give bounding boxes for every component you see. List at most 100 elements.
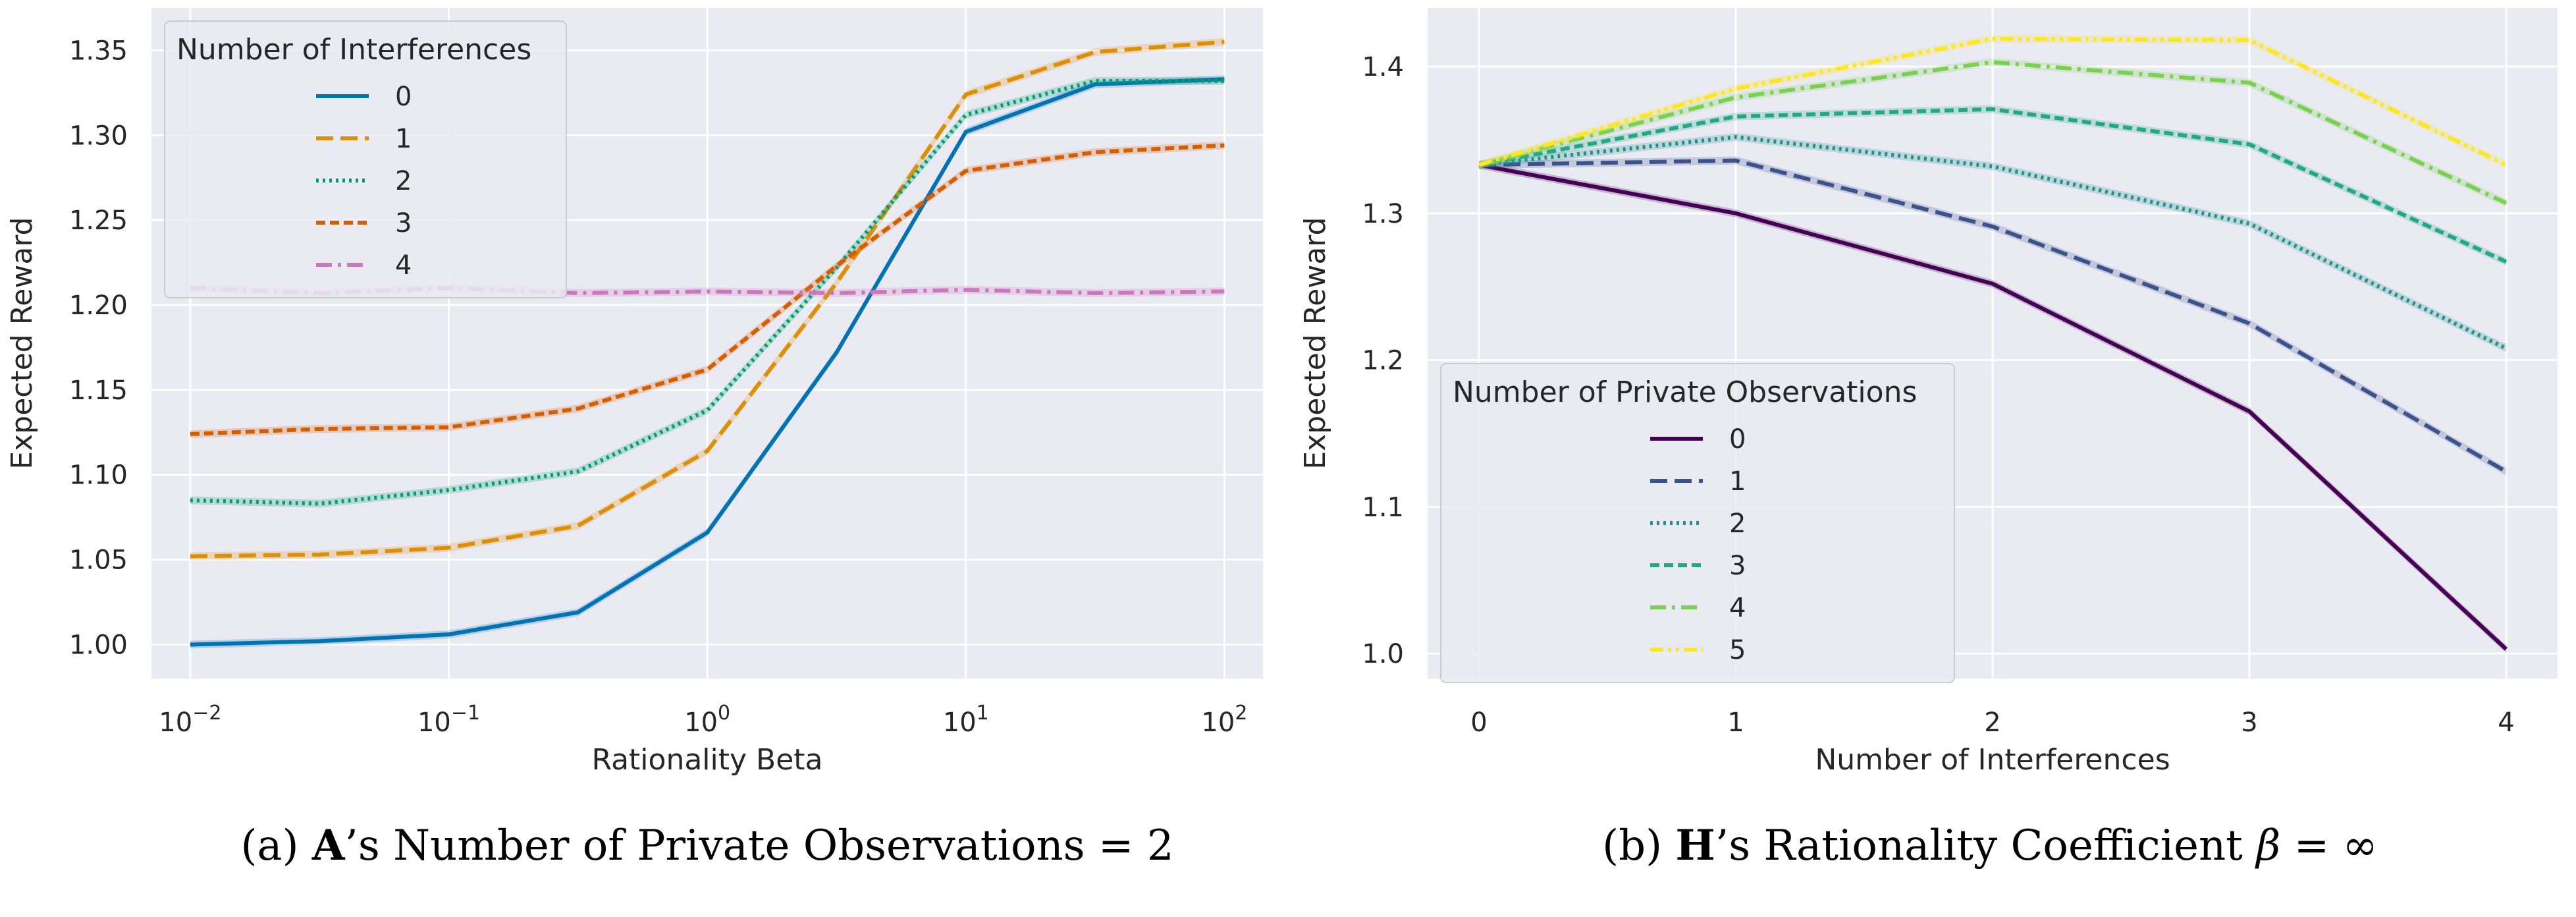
data-point-a-0-0 <box>188 642 192 646</box>
data-point-b-5-4 <box>2504 163 2508 167</box>
y-tick-label-a-5: 1.25 <box>69 206 128 236</box>
y-tick-label-b-3: 1.3 <box>1362 199 1404 229</box>
data-point-b-2-3 <box>2247 221 2251 225</box>
data-point-a-2-3 <box>576 470 580 474</box>
data-point-a-1-0 <box>188 554 192 558</box>
x-tick-label-a-3: 101 <box>943 702 989 738</box>
data-point-b-0-3 <box>2247 410 2251 414</box>
legend-label-a-4: 4 <box>395 250 412 281</box>
data-point-b-4-3 <box>2247 81 2251 85</box>
series-line-a-4 <box>190 286 1225 295</box>
data-point-b-1-3 <box>2247 321 2251 325</box>
x-axis-label-a: Rationality Beta <box>591 743 822 777</box>
caption-text: ’s Number of Private Observations = 2 <box>345 821 1174 870</box>
y-tick-label-a-2: 1.10 <box>69 460 128 491</box>
series-line-a-2 <box>190 78 1225 506</box>
legend-label-b-3: 3 <box>1729 551 1746 581</box>
x-tick-exponent: −2 <box>192 702 221 725</box>
data-point-b-2-2 <box>1991 165 1995 169</box>
data-point-b-0-4 <box>2504 647 2508 651</box>
x-tick-label-b-3: 3 <box>2241 708 2257 738</box>
x-tick-exponent: 1 <box>977 702 989 725</box>
chart-b: 0 1 2 3 4 1.0 1.1 1.2 1.3 1.4 Number of Interferen… <box>1299 8 2558 870</box>
x-tick-label-b-2: 2 <box>1984 708 2000 738</box>
data-point-a-2-7 <box>1093 79 1097 83</box>
caption-prefix: (a) <box>240 821 311 870</box>
x-tick-label-a-0: 10−2 <box>159 702 221 738</box>
data-point-a-1-6 <box>964 92 968 96</box>
data-point-a-4-6 <box>964 288 968 292</box>
data-point-a-4-4 <box>705 289 709 293</box>
series-band-b-4 <box>1479 58 2506 208</box>
data-point-a-4-5 <box>834 291 838 295</box>
data-point-b-2-4 <box>2504 347 2508 350</box>
data-point-b-4-2 <box>1991 60 1995 64</box>
data-point-b-1-2 <box>1991 225 1995 229</box>
series-line-a-1 <box>190 40 1225 559</box>
y-tick-label-b-2: 1.2 <box>1362 346 1404 376</box>
data-point-b-4-4 <box>2504 201 2508 205</box>
series-line-b-4 <box>1478 60 2508 205</box>
data-point-b-5-2 <box>1991 37 1995 41</box>
data-point-a-2-8 <box>1222 79 1226 83</box>
data-point-b-4-1 <box>1734 96 1738 99</box>
series-line-b-5 <box>1478 36 2508 167</box>
y-tick-label-a-7: 1.35 <box>69 36 128 66</box>
x-tick-base: 10 <box>159 708 192 738</box>
legend-label-b-4: 4 <box>1729 593 1746 623</box>
caption-agent: H <box>1675 821 1715 870</box>
x-tick-base: 10 <box>1201 708 1235 738</box>
x-axis-label-b: Number of Interferences <box>1815 743 2170 777</box>
data-point-a-0-3 <box>576 610 580 614</box>
data-point-a-3-1 <box>317 427 321 431</box>
series-band-b-2 <box>1479 133 2506 352</box>
data-point-b-3-2 <box>1991 107 1995 111</box>
data-point-b-0-1 <box>1734 211 1738 215</box>
x-tick-base: 10 <box>684 708 718 738</box>
data-point-a-0-6 <box>964 130 968 134</box>
series-line-b-1 <box>1478 158 2508 474</box>
y-tick-label-a-4: 1.20 <box>69 291 128 321</box>
legend-label-b-2: 2 <box>1729 509 1746 539</box>
y-tick-label-a-6: 1.30 <box>69 121 128 151</box>
data-point-a-1-2 <box>447 546 451 550</box>
data-point-b-0-2 <box>1991 282 1995 286</box>
y-tick-label-b-1: 1.1 <box>1362 492 1404 522</box>
x-tick-exponent: −1 <box>451 702 480 725</box>
legend-box-a <box>164 20 567 298</box>
data-point-a-2-1 <box>317 502 321 506</box>
y-tick-label-b-0: 1.0 <box>1362 639 1404 669</box>
data-point-a-4-8 <box>1222 289 1226 293</box>
data-point-a-1-3 <box>576 524 580 528</box>
chart-a: 10−2 10−1 100 101 1021.001.051.101.151.201.2… <box>5 8 1263 870</box>
legend-label-a-1: 1 <box>395 124 412 154</box>
caption-agent: A <box>311 821 346 870</box>
y-tick-label-a-3: 1.15 <box>69 375 128 406</box>
data-point-a-0-1 <box>317 639 321 643</box>
data-point-a-1-5 <box>834 281 838 285</box>
x-tick-label-a-4: 102 <box>1201 702 1247 738</box>
data-point-b-3-1 <box>1734 115 1738 119</box>
data-point-a-3-7 <box>1093 150 1097 154</box>
x-tick-exponent: 2 <box>1235 702 1247 725</box>
data-point-a-3-4 <box>705 368 709 372</box>
data-point-a-0-5 <box>834 350 838 354</box>
data-point-a-2-4 <box>705 408 709 412</box>
y-tick-label-a-1: 1.05 <box>69 545 128 576</box>
data-point-a-1-4 <box>705 449 709 453</box>
y-axis-label-b: Expected Reward <box>1299 217 1332 469</box>
data-point-a-2-6 <box>964 113 968 117</box>
x-tick-label-a-1: 10−1 <box>417 702 480 738</box>
x-tick-base: 10 <box>943 708 977 738</box>
legend-label-b-5: 5 <box>1729 635 1746 665</box>
data-point-a-3-8 <box>1222 144 1226 148</box>
legend-label-a-0: 0 <box>395 82 412 112</box>
y-axis-label-a: Expected Reward <box>5 217 39 469</box>
caption-prefix: (b) <box>1602 821 1675 870</box>
data-point-b-3-3 <box>2247 142 2251 146</box>
data-point-a-0-2 <box>447 632 451 636</box>
caption-text: ’s Rationality Coefficient <box>1715 821 2256 870</box>
data-point-a-4-7 <box>1093 291 1097 295</box>
data-point-a-2-0 <box>188 498 192 502</box>
x-tick-label-b-4: 4 <box>2498 708 2514 738</box>
